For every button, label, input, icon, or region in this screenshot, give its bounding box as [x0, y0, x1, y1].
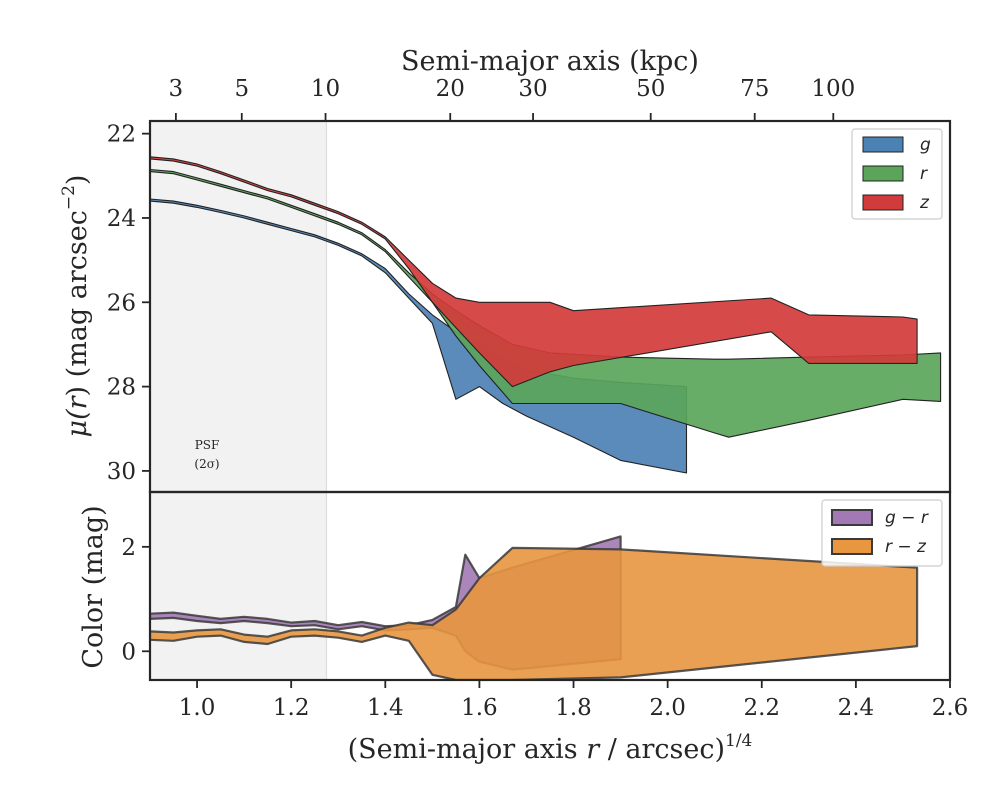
sb-y-axis-label-sup: −2 — [59, 185, 79, 210]
sb-y-tick-label: 28 — [107, 375, 136, 401]
sb-y-tick-label: 22 — [107, 122, 136, 148]
color-y-axis-label: Color (mag) — [78, 505, 109, 668]
top-tick-label: 10 — [311, 76, 340, 102]
x-axis-label: (Semi-major axis r / arcsec)1/4 — [348, 731, 753, 765]
x-tick-label: 1.4 — [367, 695, 404, 721]
sb-band-r — [150, 168, 942, 438]
sb-legend-label-g: g — [920, 135, 931, 155]
x-axis-label-mid: / arcsec) — [599, 734, 725, 765]
top-tick-label: 100 — [811, 76, 855, 102]
sb-legend-swatch-g — [862, 136, 904, 153]
top-tick-label: 20 — [436, 76, 465, 102]
sb-y-axis-label: μ(r) (mag arcsec−2) — [59, 175, 93, 438]
color-y-tick-label: 2 — [121, 535, 136, 561]
x-tick-label: 1.0 — [179, 695, 216, 721]
x-tick-label: 1.2 — [273, 695, 310, 721]
x-tick-label: 1.8 — [555, 695, 592, 721]
sb-y-axis-label-var: r — [62, 394, 93, 409]
color-band-r-z — [150, 546, 919, 680]
sb-y-tick-label: 30 — [107, 459, 136, 485]
x-tick-label: 2.0 — [649, 695, 686, 721]
x-tick-label: 1.6 — [461, 695, 498, 721]
color-y-tick-label: 0 — [121, 639, 136, 665]
sb-legend-swatch-z — [862, 194, 904, 211]
sb-y-axis-label-end: ) — [62, 175, 93, 186]
x-axis-label-pre: (Semi-major axis — [348, 734, 587, 765]
top-tick-label: 3 — [169, 76, 184, 102]
x-tick-label: 2.2 — [743, 695, 780, 721]
top-tick-label: 30 — [518, 76, 547, 102]
sb-legend-label-z: z — [919, 193, 930, 213]
top-tick-label: 5 — [234, 76, 249, 102]
top-tick-label: 50 — [636, 76, 665, 102]
psf-sublabel: (2σ) — [194, 457, 219, 471]
color-legend-label-g-r: g − r — [885, 508, 929, 528]
sb-y-axis-label-post: ) (mag arcsec — [62, 210, 93, 396]
color-legend: g − r r − z — [821, 499, 943, 567]
psf-region — [150, 121, 327, 680]
sb-y-tick-label: 26 — [107, 290, 136, 316]
sb-legend-label-r: r — [920, 164, 928, 184]
x-tick-label: 2.4 — [838, 695, 875, 721]
sb-band-z — [150, 156, 918, 388]
color-legend-swatch-r-z — [831, 538, 873, 555]
x-axis-label-var: r — [586, 734, 601, 765]
top-tick-label: 75 — [740, 76, 769, 102]
sb-band-g — [150, 198, 688, 474]
x-axis-label-sup: 1/4 — [725, 731, 752, 751]
psf-label: PSF — [195, 438, 220, 452]
top-axis-label: Semi-major axis (kpc) — [401, 46, 699, 77]
color-legend-swatch-g-r — [831, 509, 873, 526]
color-legend-label-r-z: r − z — [885, 537, 927, 557]
x-tick-label: 2.6 — [932, 695, 969, 721]
color-panel-frame — [148, 490, 952, 682]
sb-legend-swatch-r — [862, 165, 904, 182]
sb-legend: grz — [851, 128, 943, 220]
sb-y-tick-label: 24 — [107, 206, 136, 232]
sb-y-axis-label-pre: μ( — [62, 408, 93, 438]
